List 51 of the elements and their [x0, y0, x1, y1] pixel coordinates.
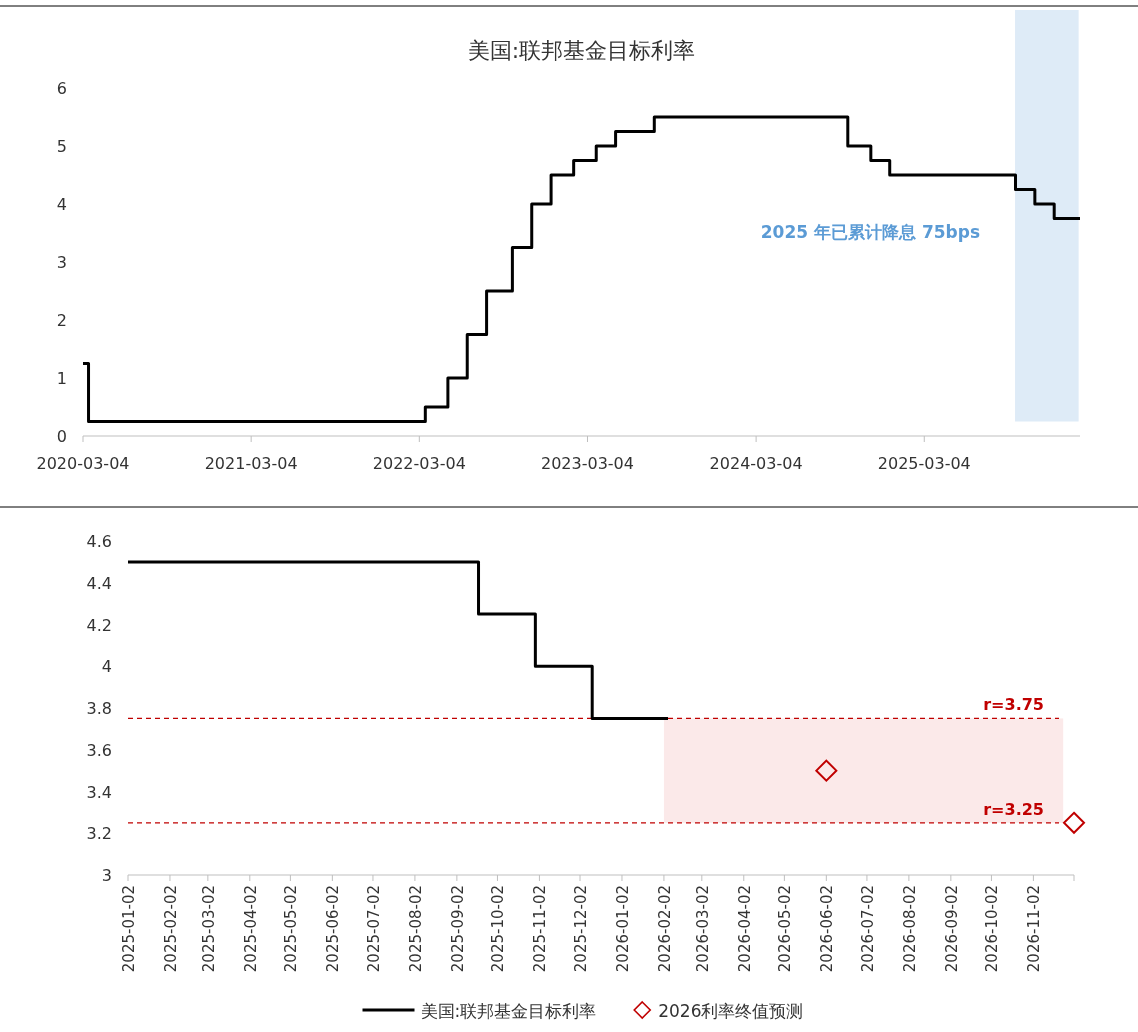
- x-tick-label: 2024-03-04: [709, 454, 803, 473]
- x-tick-label: 2025-06-02: [324, 885, 343, 973]
- chart-title: 美国:联邦基金目标利率: [467, 38, 696, 63]
- x-tick-label: 2026-06-02: [818, 885, 837, 973]
- x-tick-label: 2025-03-04: [877, 454, 971, 473]
- x-tick-label: 2025-09-02: [448, 885, 467, 973]
- y-tick-label: 3.8: [86, 699, 112, 718]
- y-tick-label: 1: [56, 369, 67, 388]
- x-tick-label: 2026-05-02: [776, 885, 795, 973]
- x-tick-label: 2026-04-02: [735, 885, 754, 973]
- x-tick-label: 2025-07-02: [364, 885, 383, 973]
- x-tick-label: 2025-01-02: [120, 885, 138, 973]
- y-tick-label: 4: [101, 657, 112, 677]
- x-tick-label: 2025-12-02: [572, 885, 591, 973]
- x-tick-label: 2020-03-04: [36, 454, 130, 473]
- x-tick-label: 2026-11-02: [1025, 885, 1044, 973]
- y-tick-label: 4: [56, 195, 67, 214]
- x-tick-label: 2025-11-02: [531, 885, 550, 973]
- x-tick-label: 2025-04-02: [241, 885, 260, 973]
- y-tick-label: 3: [56, 253, 67, 272]
- legend-label: 2026利率终值预测: [658, 1001, 804, 1021]
- y-tick-label: 3: [101, 866, 112, 885]
- y-tick-label: 4.6: [86, 532, 112, 551]
- ref-line-label: r=3.25: [983, 799, 1044, 819]
- y-tick-label: 3.4: [86, 782, 112, 802]
- x-tick-label: 2026-03-02: [693, 885, 712, 973]
- y-tick-label: 6: [56, 79, 67, 98]
- x-tick-label: 2026-01-02: [613, 885, 632, 973]
- y-tick-label: 3.2: [86, 824, 112, 844]
- x-tick-label: 2022-03-04: [372, 454, 466, 473]
- x-tick-label: 2025-05-02: [282, 885, 301, 973]
- legend-label: 美国:联邦基金目标利率: [420, 1001, 597, 1021]
- x-tick-label: 2025-08-02: [406, 885, 425, 973]
- y-tick-label: 3.6: [86, 740, 112, 760]
- y-tick-label: 0: [56, 427, 67, 446]
- y-tick-label: 2: [56, 311, 67, 330]
- y-tick-label: 4.4: [86, 573, 112, 593]
- ref-line-label: r=3.75: [983, 695, 1044, 715]
- x-tick-label: 2026-10-02: [983, 885, 1002, 973]
- x-tick-label: 2023-03-04: [541, 454, 634, 473]
- annotation: 2025 年已累计降息 75bps: [760, 221, 981, 242]
- x-tick-label: 2025-10-02: [489, 885, 508, 973]
- y-tick-label: 4.2: [86, 615, 112, 635]
- x-tick-label: 2026-07-02: [858, 885, 877, 973]
- x-tick-label: 2026-08-02: [900, 885, 919, 973]
- x-tick-label: 2026-02-02: [655, 885, 674, 973]
- x-tick-label: 2025-02-02: [161, 885, 180, 973]
- y-tick-label: 5: [56, 137, 67, 156]
- x-tick-label: 2025-03-02: [199, 885, 218, 973]
- x-tick-label: 2026-09-02: [942, 885, 961, 973]
- x-tick-label: 2021-03-04: [204, 454, 298, 473]
